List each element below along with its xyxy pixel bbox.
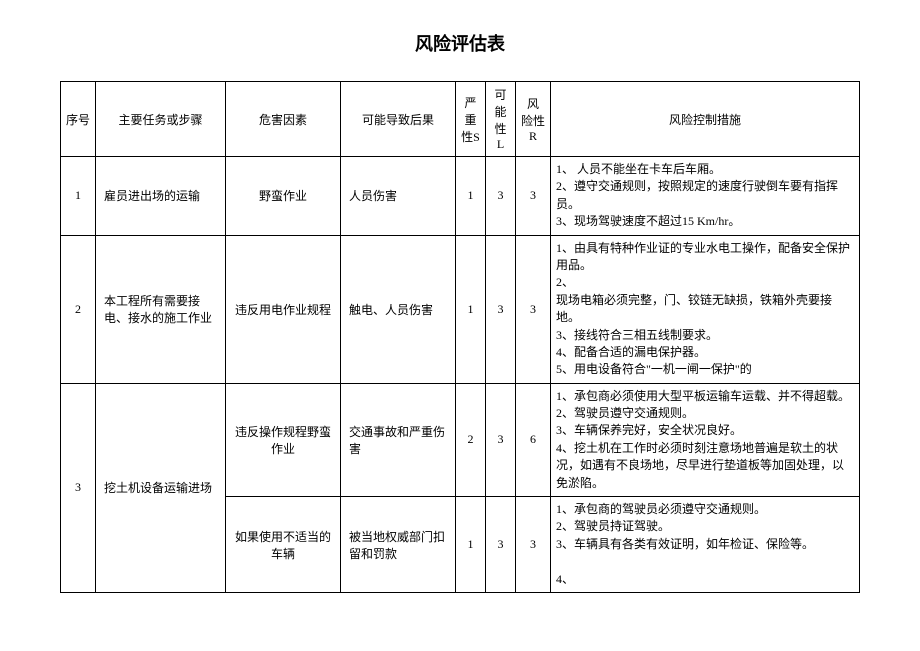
cell-task: 雇员进出场的运输 (96, 157, 226, 236)
cell-r: 6 (516, 383, 551, 496)
cell-l: 3 (486, 497, 516, 593)
cell-l: 3 (486, 235, 516, 383)
cell-conseq: 人员伤害 (341, 157, 456, 236)
cell-ctrl: 1、 人员不能坐在卡车后车厢。 2、遵守交通规则，按照规定的速度行驶倒车要有指挥… (551, 157, 860, 236)
cell-r: 3 (516, 157, 551, 236)
cell-s: 1 (456, 497, 486, 593)
header-conseq: 可能导致后果 (341, 82, 456, 157)
header-r: 风 险性R (516, 82, 551, 157)
header-seq: 序号 (61, 82, 96, 157)
page-title: 风险评估表 (60, 30, 860, 56)
risk-table: 序号 主要任务或步骤 危害因素 可能导致后果 严 重性S 可能性L 风 险性R … (60, 81, 860, 593)
cell-task: 本工程所有需要接电、接水的施工作业 (96, 235, 226, 383)
cell-l: 3 (486, 157, 516, 236)
cell-hazard: 如果使用不适当的车辆 (226, 497, 341, 593)
header-hazard: 危害因素 (226, 82, 341, 157)
cell-hazard: 违反用电作业规程 (226, 235, 341, 383)
cell-ctrl: 1、承包商的驾驶员必须遵守交通规则。2、驾驶员持证驾驶。 3、车辆具有各类有效证… (551, 497, 860, 593)
cell-task: 挖土机设备运输进场 (96, 383, 226, 592)
cell-seq: 3 (61, 383, 96, 592)
cell-conseq: 触电、人员伤害 (341, 235, 456, 383)
header-ctrl: 风险控制措施 (551, 82, 860, 157)
cell-ctrl: 1、承包商必须使用大型平板运输车运载、并不得超载。2、驾驶员遵守交通规则。3、车… (551, 383, 860, 496)
table-header-row: 序号 主要任务或步骤 危害因素 可能导致后果 严 重性S 可能性L 风 险性R … (61, 82, 860, 157)
cell-hazard: 违反操作规程野蛮作业 (226, 383, 341, 496)
cell-r: 3 (516, 497, 551, 593)
cell-conseq: 被当地权威部门扣留和罚款 (341, 497, 456, 593)
cell-l: 3 (486, 383, 516, 496)
cell-conseq: 交通事故和严重伤害 (341, 383, 456, 496)
cell-seq: 2 (61, 235, 96, 383)
cell-hazard: 野蛮作业 (226, 157, 341, 236)
header-task: 主要任务或步骤 (96, 82, 226, 157)
header-l: 可能性L (486, 82, 516, 157)
cell-ctrl: 1、由具有特种作业证的专业水电工操作，配备安全保护用品。2、 现场电箱必须完整，… (551, 235, 860, 383)
table-row: 1 雇员进出场的运输 野蛮作业 人员伤害 1 3 3 1、 人员不能坐在卡车后车… (61, 157, 860, 236)
table-row: 3 挖土机设备运输进场 违反操作规程野蛮作业 交通事故和严重伤害 2 3 6 1… (61, 383, 860, 496)
header-s: 严 重性S (456, 82, 486, 157)
cell-s: 1 (456, 157, 486, 236)
cell-r: 3 (516, 235, 551, 383)
cell-s: 2 (456, 383, 486, 496)
cell-s: 1 (456, 235, 486, 383)
cell-seq: 1 (61, 157, 96, 236)
table-row: 2 本工程所有需要接电、接水的施工作业 违反用电作业规程 触电、人员伤害 1 3… (61, 235, 860, 383)
